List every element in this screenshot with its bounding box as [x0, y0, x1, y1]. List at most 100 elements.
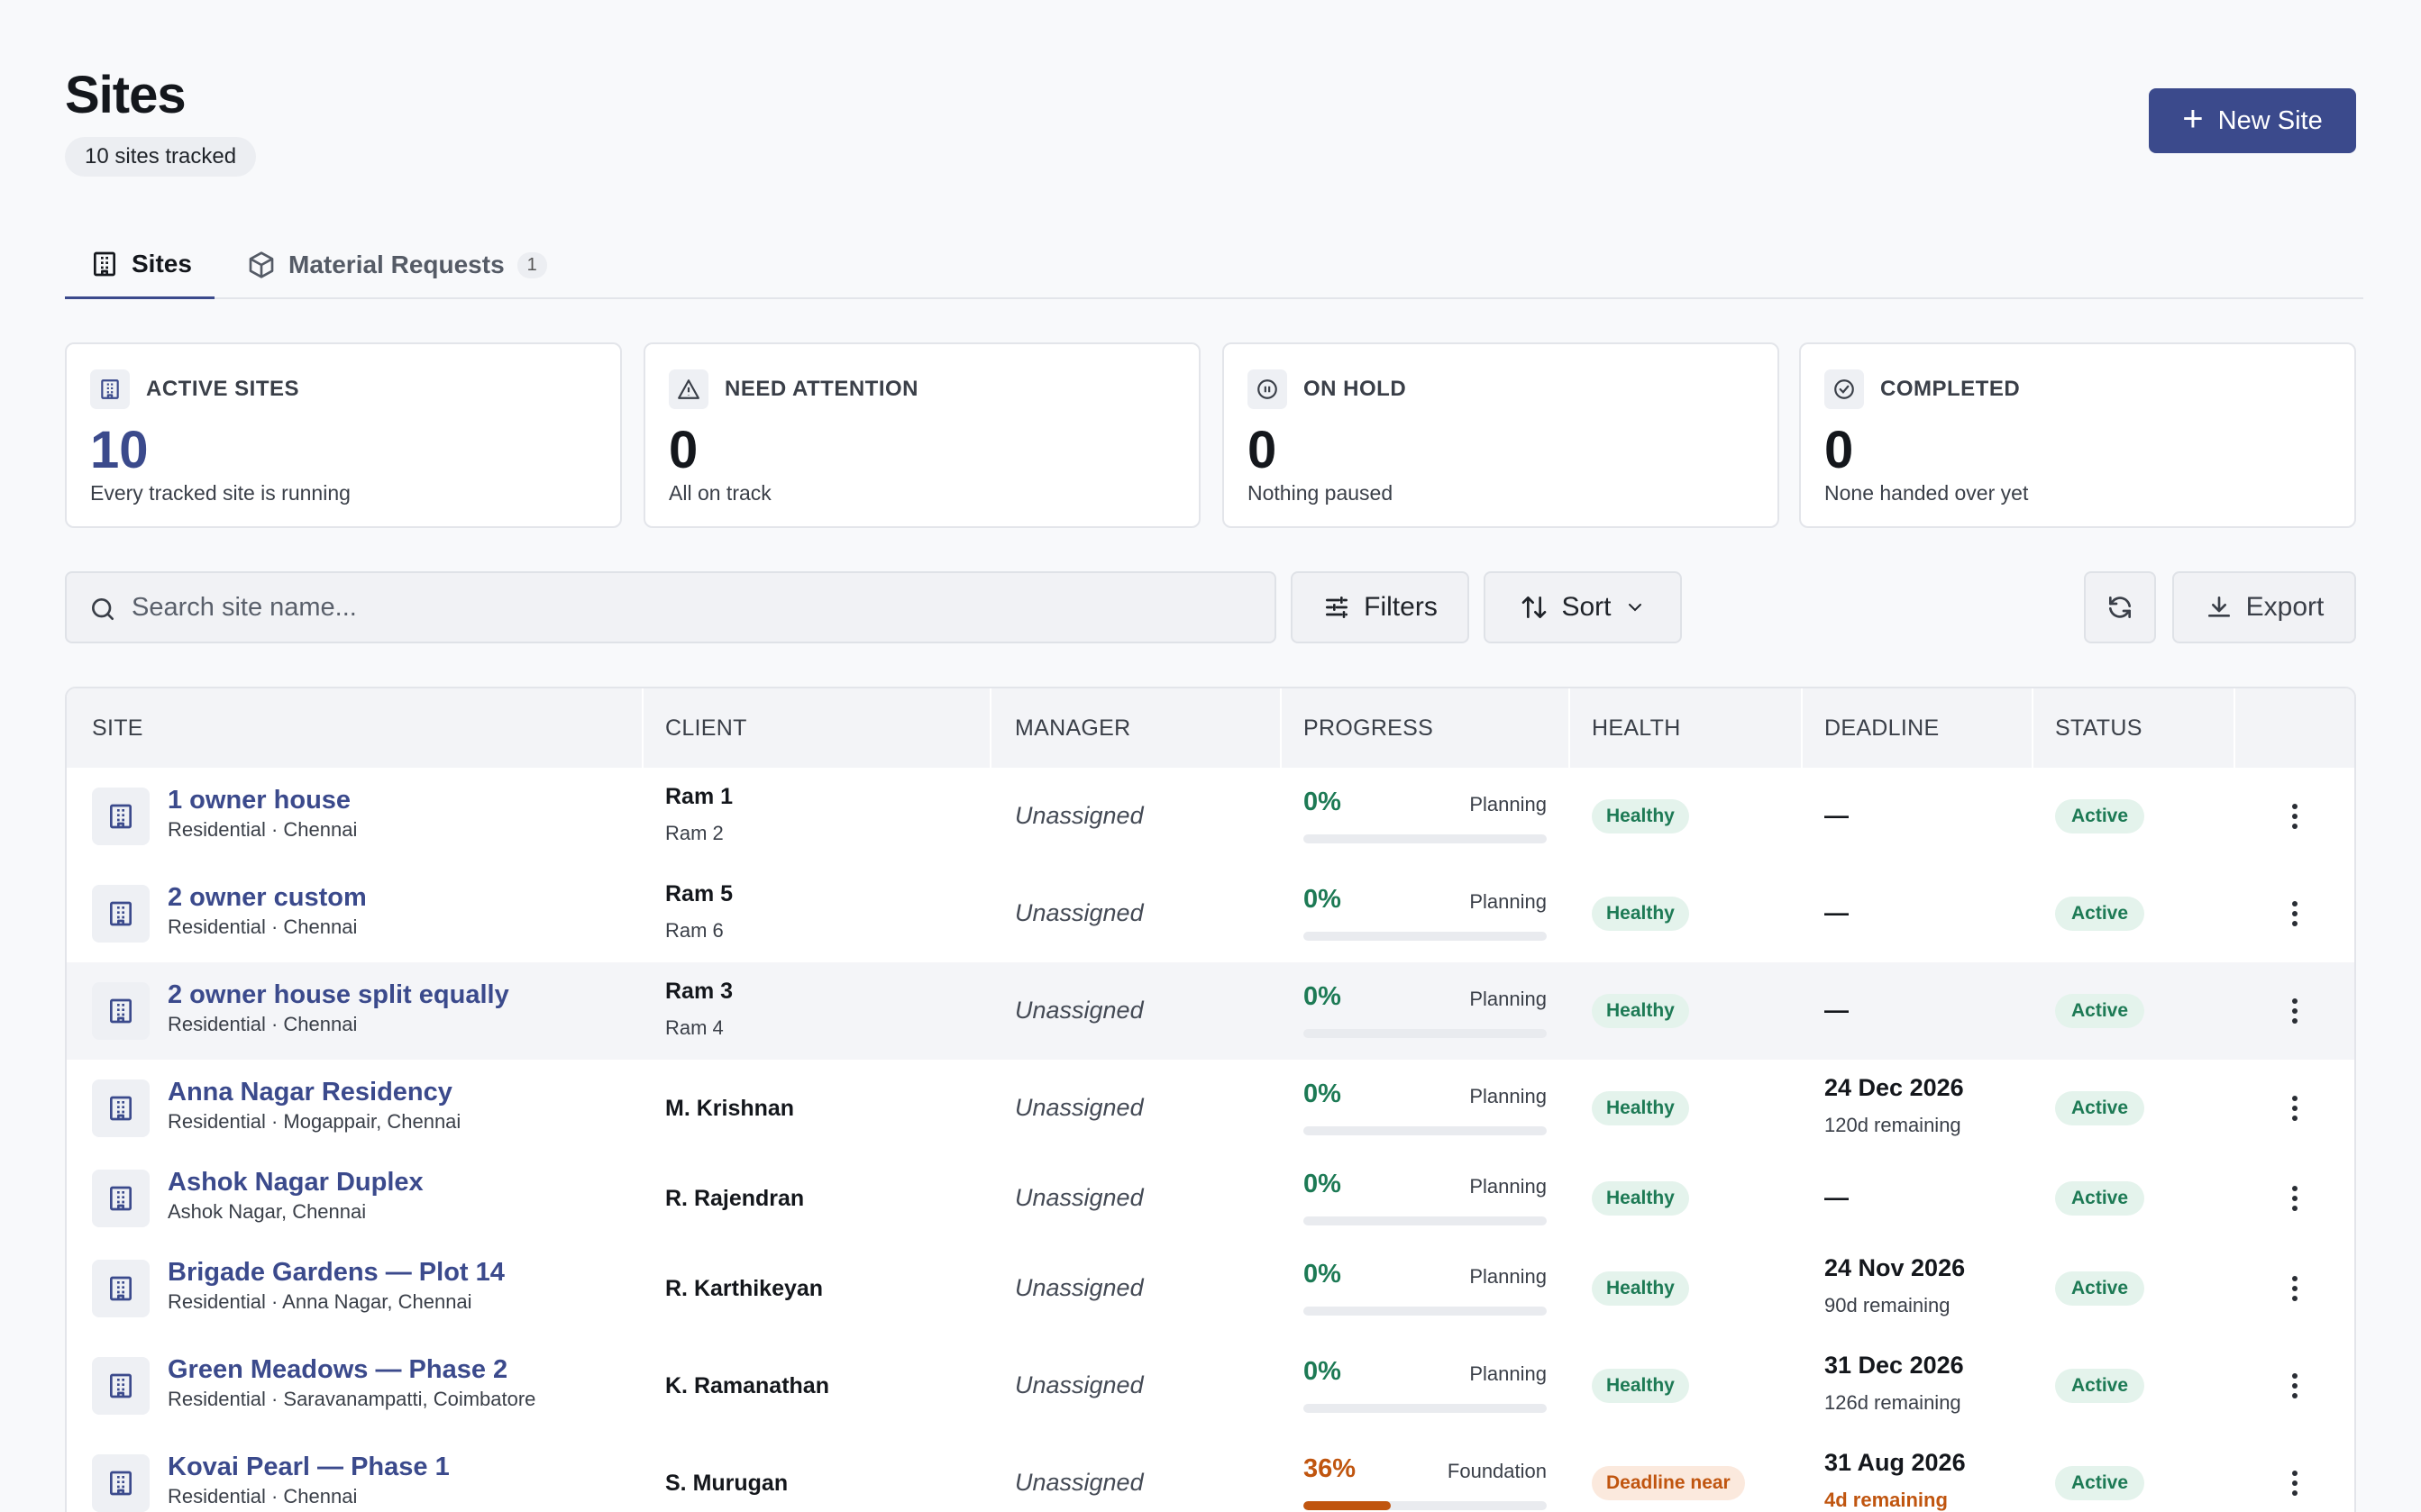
status-badge: Active	[2055, 1271, 2145, 1306]
manager-name: Unassigned	[1015, 1274, 1144, 1301]
stat-description: All on track	[669, 481, 772, 505]
table-row[interactable]: 1 owner house Residential · Chennai Ram 1 R…	[67, 768, 2354, 865]
building-icon	[92, 1260, 150, 1317]
stat-label: NEED ATTENTION	[725, 377, 918, 401]
site-name-link[interactable]: Ashok Nagar Duplex	[168, 1168, 424, 1197]
client-primary: K. Ramanathan	[665, 1373, 829, 1398]
sites-table: SITE CLIENT MANAGER PROGRESS HEALTH DEAD…	[65, 687, 2356, 1512]
column-header-progress[interactable]: PROGRESS	[1303, 715, 1434, 741]
status-badge: Active	[2055, 994, 2145, 1028]
sort-arrows-icon	[1522, 597, 1547, 618]
more-vertical-icon[interactable]	[2289, 1096, 2300, 1121]
sort-button[interactable]: Sort	[1484, 571, 1682, 643]
filters-button[interactable]: Filters	[1291, 571, 1469, 643]
client-secondary: Ram 2	[665, 822, 724, 844]
building-icon	[92, 1170, 150, 1227]
deadline-remaining: 120d remaining	[1824, 1114, 1961, 1136]
stat-value: 0	[669, 421, 699, 479]
site-location: Residential · Chennai	[168, 1013, 358, 1035]
export-label: Export	[2245, 592, 2325, 622]
site-name-link[interactable]: Anna Nagar Residency	[168, 1078, 452, 1107]
tab-material-requests[interactable]: Material Requests 1	[247, 231, 547, 299]
site-location: Residential · Saravanampatti, Coimbatore	[168, 1388, 536, 1410]
progress-percent: 0%	[1303, 1357, 1341, 1386]
site-name-link[interactable]: Green Meadows — Phase 2	[168, 1355, 508, 1384]
status-badge: Active	[2055, 1466, 2145, 1500]
progress-phase: Planning	[1469, 793, 1547, 815]
box-icon	[249, 251, 274, 278]
deadline-date: —	[1824, 802, 1849, 829]
manager-name: Unassigned	[1015, 1094, 1144, 1121]
progress-bar	[1303, 834, 1547, 843]
deadline-date: 24 Dec 2026	[1824, 1074, 1964, 1101]
column-header-status[interactable]: STATUS	[2055, 715, 2142, 741]
site-name-link[interactable]: Kovai Pearl — Phase 1	[168, 1453, 450, 1481]
new-site-button[interactable]: + New Site	[2149, 88, 2356, 153]
health-badge: Healthy	[1592, 1369, 1689, 1403]
client-primary: Ram 1	[665, 784, 734, 809]
more-vertical-icon[interactable]	[2289, 804, 2300, 829]
manager-name: Unassigned	[1015, 997, 1144, 1024]
column-header-manager[interactable]: MANAGER	[1015, 715, 1131, 741]
more-vertical-icon[interactable]	[2289, 1471, 2300, 1496]
table-row[interactable]: Ashok Nagar Duplex Ashok Nagar, Chennai R.…	[67, 1157, 2354, 1240]
more-vertical-icon[interactable]	[2289, 998, 2300, 1024]
client-primary: R. Karthikeyan	[665, 1276, 824, 1301]
stat-value: 10	[90, 421, 149, 479]
check-circle-icon	[1824, 369, 1864, 409]
manager-name: Unassigned	[1015, 1184, 1144, 1211]
stat-value: 0	[1824, 421, 1854, 479]
search-input[interactable]	[132, 573, 1258, 642]
site-name-link[interactable]: Brigade Gardens — Plot 14	[168, 1258, 505, 1287]
deadline-date: —	[1824, 997, 1849, 1024]
stat-card-completed: COMPLETED 0 None handed over yet	[1799, 342, 2356, 528]
column-header-site[interactable]: SITE	[92, 715, 143, 741]
table-row[interactable]: 2 owner custom Residential · Chennai Ram 5…	[67, 865, 2354, 962]
health-badge: Healthy	[1592, 897, 1689, 931]
more-vertical-icon[interactable]	[2289, 1276, 2300, 1301]
client-primary: S. Murugan	[665, 1471, 789, 1496]
site-location: Ashok Nagar, Chennai	[168, 1200, 367, 1223]
site-name-link[interactable]: 2 owner custom	[168, 883, 367, 912]
page-title: Sites	[65, 66, 187, 124]
progress-percent: 0%	[1303, 982, 1341, 1011]
progress-percent: 0%	[1303, 1079, 1341, 1108]
table-row[interactable]: Brigade Gardens — Plot 14 Residential · A…	[67, 1240, 2354, 1337]
table-row[interactable]: Green Meadows — Phase 2 Residential · Sar…	[67, 1337, 2354, 1435]
building-icon	[92, 1454, 150, 1512]
more-vertical-icon[interactable]	[2289, 1186, 2300, 1211]
export-button[interactable]: Export	[2172, 571, 2356, 643]
plus-icon: +	[2182, 99, 2204, 139]
refresh-button[interactable]	[2084, 571, 2156, 643]
site-name-link[interactable]: 2 owner house split equally	[168, 980, 509, 1009]
more-vertical-icon[interactable]	[2289, 1373, 2300, 1398]
health-badge: Deadline near	[1592, 1466, 1745, 1500]
table-row[interactable]: Anna Nagar Residency Residential · Mogapp…	[67, 1060, 2354, 1157]
column-header-client[interactable]: CLIENT	[665, 715, 747, 741]
tab-material-requests-count: 1	[516, 251, 547, 278]
site-name-link[interactable]: 1 owner house	[168, 786, 352, 815]
health-badge: Healthy	[1592, 1271, 1689, 1306]
tab-material-requests-label: Material Requests	[288, 250, 505, 278]
deadline-date: 24 Nov 2026	[1824, 1254, 1966, 1281]
tab-sites[interactable]: Sites	[65, 231, 215, 299]
more-vertical-icon[interactable]	[2289, 901, 2300, 926]
site-location: Residential · Chennai	[168, 1485, 358, 1507]
table-header: SITE CLIENT MANAGER PROGRESS HEALTH DEAD…	[67, 688, 2354, 768]
status-badge: Active	[2055, 1091, 2145, 1125]
tab-bar: Sites Material Requests 1	[65, 231, 2363, 299]
progress-bar	[1303, 1216, 1547, 1225]
progress-percent: 36%	[1303, 1454, 1357, 1483]
column-header-deadline[interactable]: DEADLINE	[1824, 715, 1940, 741]
table-row[interactable]: Kovai Pearl — Phase 1 Residential · Chenn…	[67, 1435, 2354, 1512]
deadline-remaining: 4d remaining	[1824, 1489, 1948, 1511]
progress-bar	[1303, 1126, 1547, 1135]
progress-bar	[1303, 1307, 1547, 1316]
deadline-date: 31 Aug 2026	[1824, 1449, 1966, 1476]
progress-phase: Planning	[1469, 890, 1547, 913]
chevron-down-icon	[1628, 604, 1641, 612]
progress-phase: Planning	[1469, 1265, 1547, 1288]
column-header-health[interactable]: HEALTH	[1592, 715, 1681, 741]
building-icon	[90, 369, 130, 409]
table-row[interactable]: 2 owner house split equally Residential ·…	[67, 962, 2354, 1060]
